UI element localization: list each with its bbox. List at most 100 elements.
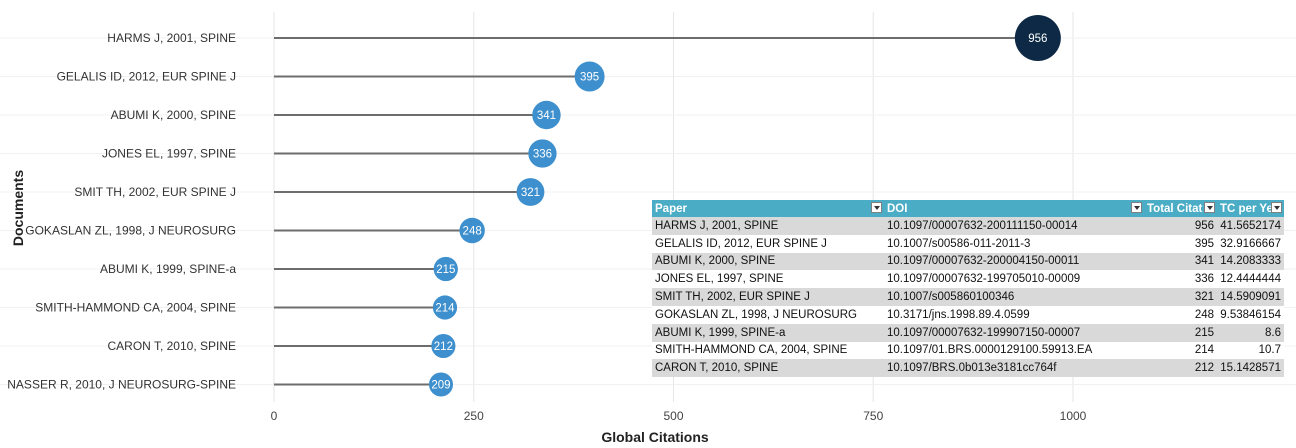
cell-doi[interactable]: 10.1097/00007632-200004150-00011 [884,252,1144,271]
lollipop-stems [274,37,1038,386]
lollipop-dot [574,61,605,92]
cell-total-citations[interactable]: 212 [1144,359,1217,378]
cell-tc-per-year[interactable]: 41.5652174 [1217,217,1284,235]
x-tick-labels: 0 250 500 750 1000 [271,409,1087,423]
cell-total-citations[interactable]: 321 [1144,288,1217,306]
citation-table: Paper DOI Total Citat TC per Yea HARMS J… [652,200,1284,378]
lollipop-dot [1014,15,1061,61]
value-label: 321 [521,187,540,199]
category-label: HARMS J, 2001, SPINE [107,31,236,45]
cell-doi[interactable]: 10.1097/01.BRS.0000129100.59913.EA [884,341,1144,360]
lollipop-dot [516,178,545,206]
cell-doi[interactable]: 10.1097/00007632-200111150-00014 [884,217,1144,235]
value-label: 209 [431,380,450,392]
category-label: SMITH-HAMMOND CA, 2004, SPINE [35,301,236,315]
cell-tc-per-year[interactable]: 10.7 [1217,341,1284,360]
lollipop-dot [532,100,561,130]
cell-tc-per-year[interactable]: 32.9166667 [1217,234,1284,253]
filter-dropdown-icon[interactable] [1131,202,1142,213]
cell-doi[interactable]: 10.1097/BRS.0b013e3181cc764f [884,359,1144,378]
cell-paper[interactable]: SMIT TH, 2002, EUR SPINE J [652,288,884,306]
header-total-citations-label: Total Citat [1147,202,1203,215]
cell-total-citations[interactable]: 341 [1144,252,1217,271]
y-axis-title: Documents [10,170,26,246]
category-labels: HARMS J, 2001, SPINE GELALIS ID, 2012, EU… [7,31,236,392]
value-label: 248 [463,226,482,238]
cell-tc-per-year[interactable]: 15.1428571 [1217,359,1284,378]
category-label: NASSER R, 2010, J NEUROSURG-SPINE [7,378,236,392]
cell-tc-per-year[interactable]: 14.2083333 [1217,252,1284,271]
cell-paper[interactable]: GOKASLAN ZL, 1998, J NEUROSURG [652,305,884,324]
header-doi-label: DOI [887,202,908,215]
header-tc-per-year-label: TC per Yea [1220,202,1280,215]
cell-paper[interactable]: HARMS J, 2001, SPINE [652,217,884,235]
cell-paper[interactable]: GELALIS ID, 2012, EUR SPINE J [652,234,884,253]
table-row: GELALIS ID, 2012, EUR SPINE J 10.1007/s00… [652,234,1284,253]
filter-dropdown-icon[interactable] [1271,202,1282,213]
lollipop-dot [432,295,458,320]
x-tick-label: 500 [663,409,683,423]
cell-total-citations[interactable]: 395 [1144,234,1217,253]
header-doi[interactable]: DOI [884,200,1144,217]
cell-total-citations[interactable]: 956 [1144,217,1217,235]
cell-total-citations[interactable]: 215 [1144,323,1217,342]
cell-tc-per-year[interactable]: 14.5909091 [1217,288,1284,306]
lollipop-dot [528,139,557,168]
x-tick-label: 750 [863,409,883,423]
table-row: ABUMI K, 1999, SPINE-a 10.1097/00007632-1… [652,323,1284,342]
lollipop-dot [428,372,453,397]
table-row: HARMS J, 2001, SPINE 10.1097/00007632-200… [652,217,1284,235]
cell-total-citations[interactable]: 336 [1144,270,1217,289]
value-label: 336 [533,149,552,161]
value-label: 215 [436,264,455,276]
cell-tc-per-year[interactable]: 8.6 [1217,323,1284,342]
table-row: GOKASLAN ZL, 1998, J NEUROSURG 10.3171/jn… [652,305,1284,324]
filter-dropdown-icon[interactable] [871,202,882,213]
header-total-citations[interactable]: Total Citat [1144,200,1217,217]
cell-doi[interactable]: 10.3171/jns.1998.89.4.0599 [884,305,1144,324]
cell-paper[interactable]: ABUMI K, 2000, SPINE [652,252,884,271]
cell-tc-per-year[interactable]: 12.4444444 [1217,270,1284,289]
cell-paper[interactable]: CARON T, 2010, SPINE [652,359,884,378]
table-row: CARON T, 2010, SPINE 10.1097/BRS.0b013e31… [652,359,1284,378]
category-label: GELALIS ID, 2012, EUR SPINE J [57,70,236,84]
cell-paper[interactable]: JONES EL, 1997, SPINE [652,270,884,289]
header-paper-label: Paper [655,202,687,215]
cell-total-citations[interactable]: 214 [1144,341,1217,360]
cell-paper[interactable]: ABUMI K, 1999, SPINE-a [652,323,884,342]
category-label: SMIT TH, 2002, EUR SPINE J [74,185,236,199]
category-label: GOKASLAN ZL, 1998, J NEUROSURG [25,224,236,238]
x-tick-label: 1000 [1060,409,1087,423]
cell-paper[interactable]: SMITH-HAMMOND CA, 2004, SPINE [652,341,884,360]
lollipop-dot [459,217,485,244]
header-tc-per-year[interactable]: TC per Yea [1217,200,1284,217]
value-label: 341 [537,110,556,122]
category-label: CARON T, 2010, SPINE [108,339,237,353]
value-label: 395 [580,72,599,84]
filter-dropdown-icon[interactable] [1204,202,1215,213]
cell-doi[interactable]: 10.1097/00007632-199705010-00009 [884,270,1144,289]
cell-doi[interactable]: 10.1007/s00586-011-2011-3 [884,234,1144,253]
value-label: 212 [434,341,453,353]
lollipop-dot [431,333,456,359]
lollipop-dot [433,256,458,282]
table-row: ABUMI K, 2000, SPINE 10.1097/00007632-200… [652,252,1284,271]
cell-total-citations[interactable]: 248 [1144,305,1217,324]
x-axis-title: Global Citations [601,429,709,445]
lollipop-dots: 956 395 341 336 321 248 215 214 212 209 [428,15,1061,397]
table-header-row: Paper DOI Total Citat TC per Yea [652,200,1284,217]
cell-doi[interactable]: 10.1097/00007632-199907150-00007 [884,323,1144,342]
x-tick-label: 250 [464,409,484,423]
table-row: SMITH-HAMMOND CA, 2004, SPINE 10.1097/01.… [652,341,1284,360]
cell-doi[interactable]: 10.1007/s005860100346 [884,288,1144,306]
table-row: SMIT TH, 2002, EUR SPINE J 10.1007/s00586… [652,288,1284,306]
header-paper[interactable]: Paper [652,200,884,217]
value-label: 214 [435,303,455,315]
table-row: JONES EL, 1997, SPINE 10.1097/00007632-19… [652,270,1284,289]
category-label: ABUMI K, 1999, SPINE-a [100,262,236,276]
value-label: 956 [1028,33,1047,45]
cell-tc-per-year[interactable]: 9.53846154 [1217,305,1284,324]
category-label: ABUMI K, 2000, SPINE [111,108,236,122]
category-label: JONES EL, 1997, SPINE [102,147,236,161]
x-tick-label: 0 [271,409,278,423]
